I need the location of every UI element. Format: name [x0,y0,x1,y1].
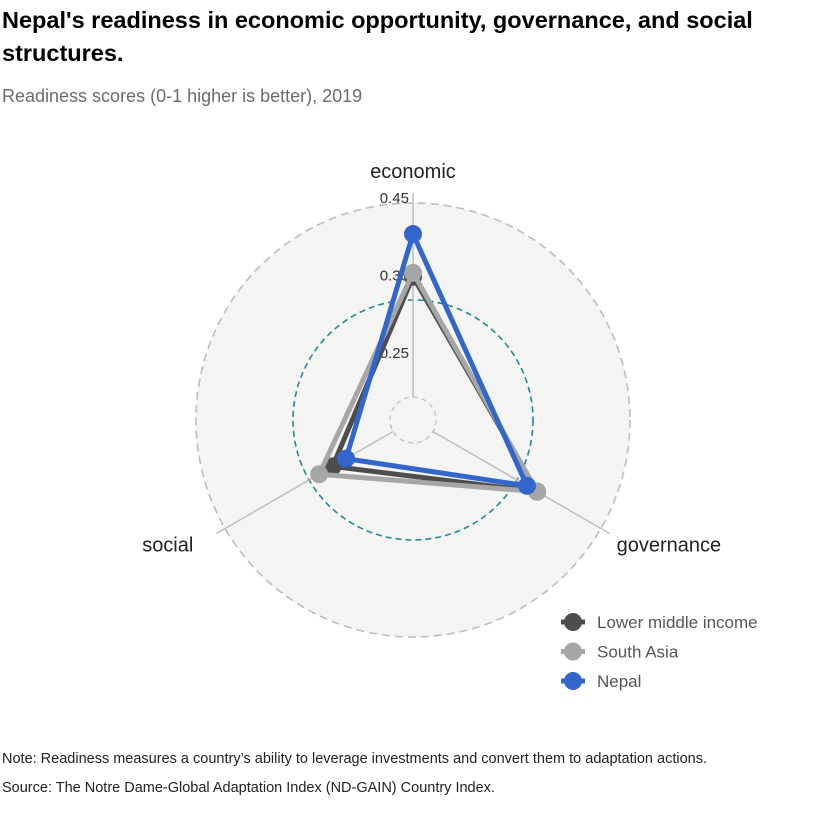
legend-label-nepal: Nepal [597,672,641,691]
chart-title: Nepal's readiness in economic opportunit… [2,7,753,66]
series-line-south-asia [316,270,540,495]
legend: Lower middle income South Asia Nepal [561,613,758,691]
chart-subtitle: Readiness scores (0-1 higher is better),… [2,86,363,106]
legend-swatch-south-asia [564,642,582,661]
tick-label-0.25: 0.25 [380,345,409,362]
axis-label-social: social [142,535,193,557]
axis-label-economic: economic [370,161,456,183]
point-south-asia-economic [404,263,422,282]
outer-ring [195,202,631,638]
point-south-asia-social [310,465,329,484]
axis-label-governance: governance [617,535,722,557]
series-line-nepal [343,231,530,489]
legend-swatch-lower-middle-income [564,613,582,631]
legend-label-south-asia: South Asia [597,643,679,662]
spoke-social [216,430,394,535]
legend-label-lower-middle-income: Lower middle income [597,613,758,632]
inner-ring [389,396,437,444]
point-lower-middle-income-social [323,457,342,476]
point-nepal-economic [404,225,422,244]
legend-swatch-nepal [564,672,582,690]
point-nepal-governance [518,476,537,495]
point-nepal-social [337,449,356,468]
chart-source: Source: The Notre Dame-Global Adaptation… [2,780,495,796]
chart-note: Note: Readiness measures a country’s abi… [2,751,707,767]
tick-label-0.45: 0.45 [380,190,409,207]
